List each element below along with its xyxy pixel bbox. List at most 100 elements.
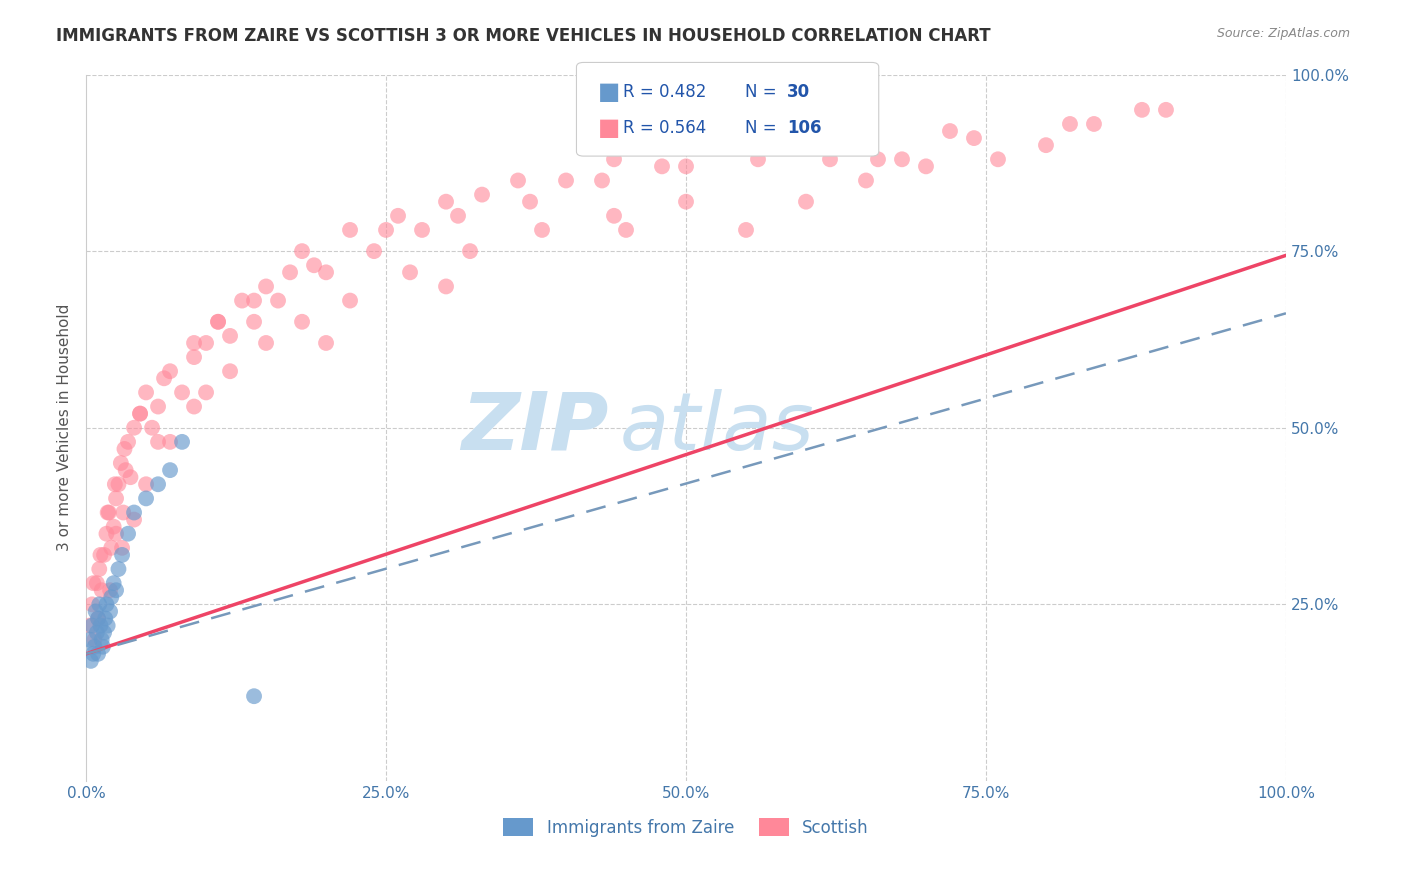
Point [339, 223, 361, 237]
Point [531, 223, 554, 237]
Y-axis label: 3 or more Vehicles in Household: 3 or more Vehicles in Household [58, 304, 72, 551]
Point [105, 491, 128, 506]
Point [315, 265, 337, 279]
Point [471, 187, 494, 202]
Point [87, 611, 110, 625]
Text: ■: ■ [598, 80, 620, 104]
Point [842, 138, 865, 153]
Point [170, 434, 193, 449]
Point [195, 335, 218, 350]
Point [651, 160, 673, 174]
Text: N =: N = [745, 83, 776, 102]
Point [97, 506, 120, 520]
Point [254, 335, 277, 350]
Point [129, 407, 152, 421]
Point [603, 209, 626, 223]
Point [291, 244, 314, 259]
Point [103, 519, 125, 533]
Point [339, 293, 361, 308]
Point [91, 640, 114, 654]
Point [207, 315, 229, 329]
Point [183, 335, 205, 350]
Point [1083, 117, 1105, 131]
Text: 106: 106 [787, 119, 823, 136]
Point [1059, 117, 1081, 131]
Point [93, 625, 115, 640]
Point [97, 618, 120, 632]
Point [120, 470, 142, 484]
Point [117, 434, 139, 449]
Point [170, 385, 193, 400]
Text: R = 0.482: R = 0.482 [623, 83, 706, 102]
Text: N =: N = [745, 119, 776, 136]
Text: atlas: atlas [620, 389, 814, 467]
Point [315, 335, 337, 350]
Point [146, 477, 169, 491]
Point [219, 364, 242, 378]
Point [411, 223, 433, 237]
Point [363, 244, 385, 259]
Point [591, 173, 613, 187]
Legend: Immigrants from Zaire, Scottish: Immigrants from Zaire, Scottish [496, 812, 876, 843]
Point [89, 548, 111, 562]
Point [675, 160, 697, 174]
Point [79, 632, 101, 647]
Point [80, 618, 103, 632]
Point [555, 173, 578, 187]
Point [111, 548, 134, 562]
Point [96, 598, 118, 612]
Point [89, 618, 111, 632]
Point [699, 138, 721, 153]
Point [447, 209, 470, 223]
Point [96, 526, 118, 541]
Point [98, 583, 121, 598]
Point [818, 153, 841, 167]
Point [267, 293, 290, 308]
Point [614, 223, 637, 237]
Point [219, 329, 242, 343]
Point [103, 576, 125, 591]
Point [866, 153, 889, 167]
Point [135, 385, 157, 400]
Point [87, 611, 110, 625]
Point [135, 477, 157, 491]
Point [794, 124, 817, 138]
Point [159, 463, 181, 477]
Point [987, 153, 1010, 167]
Point [675, 194, 697, 209]
Text: ■: ■ [598, 116, 620, 140]
Point [794, 194, 817, 209]
Point [135, 491, 157, 506]
Point [110, 456, 132, 470]
Point [207, 315, 229, 329]
Point [80, 654, 103, 668]
Point [89, 562, 111, 576]
Point [770, 138, 793, 153]
Point [939, 124, 962, 138]
Point [98, 604, 121, 618]
Point [387, 209, 409, 223]
Point [434, 194, 457, 209]
Point [105, 526, 128, 541]
Point [399, 265, 422, 279]
Point [603, 153, 626, 167]
Point [83, 632, 105, 647]
Point [89, 598, 111, 612]
Point [735, 223, 758, 237]
Point [83, 640, 105, 654]
Point [375, 223, 398, 237]
Point [855, 173, 877, 187]
Point [519, 194, 541, 209]
Point [278, 265, 301, 279]
Point [94, 611, 117, 625]
Point [84, 604, 107, 618]
Point [86, 576, 108, 591]
Point [891, 153, 914, 167]
Point [114, 442, 136, 456]
Point [122, 512, 145, 526]
Point [111, 541, 134, 555]
Point [90, 632, 112, 647]
Point [146, 400, 169, 414]
Point [458, 244, 481, 259]
Point [183, 350, 205, 364]
